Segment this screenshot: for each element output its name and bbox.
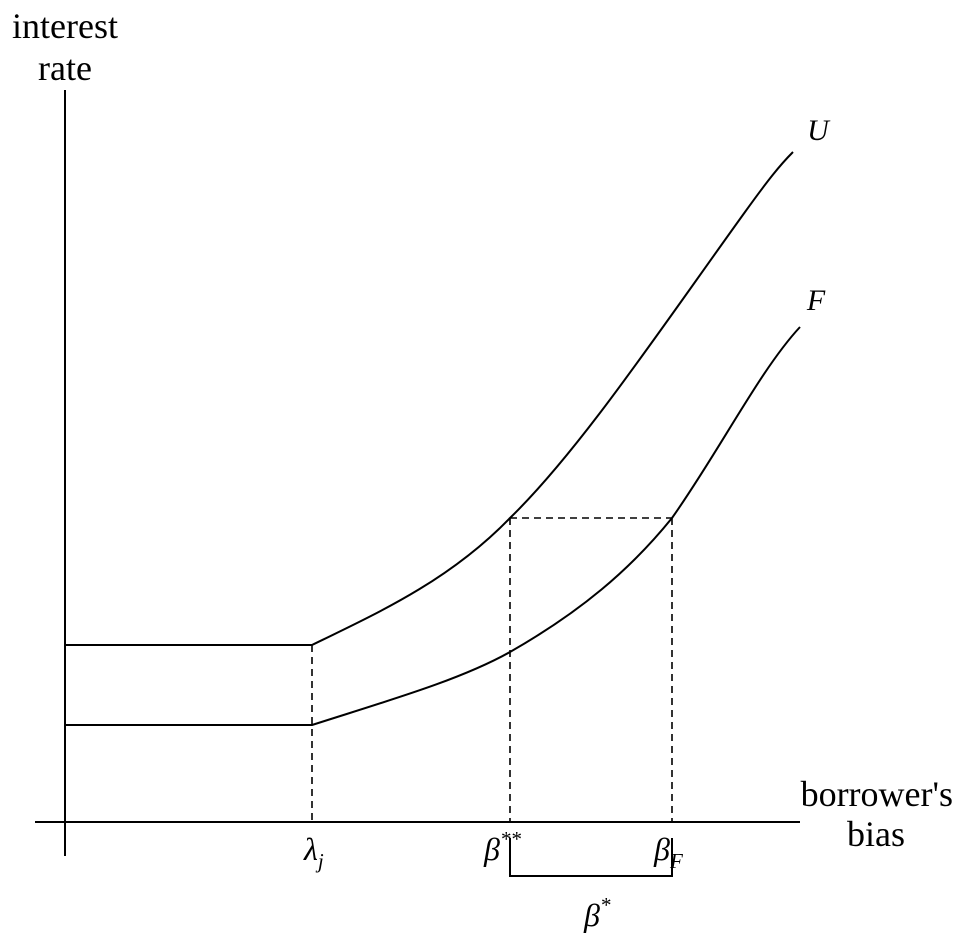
tick-label-lambda-j: λj bbox=[303, 831, 324, 873]
y-axis-title-line2: rate bbox=[38, 48, 92, 88]
guides bbox=[311, 517, 673, 822]
x-axis-title-line1: borrower's bbox=[801, 774, 953, 814]
tick-beta-f-sub: F bbox=[669, 849, 683, 873]
curves bbox=[65, 151, 801, 726]
tick-beta-f-base: β bbox=[653, 831, 670, 867]
curve-f bbox=[65, 326, 801, 726]
curve-label-f: F bbox=[806, 284, 826, 317]
axes bbox=[35, 90, 800, 856]
curve-label-u: U bbox=[807, 114, 831, 147]
beta-star-bracket bbox=[509, 838, 673, 877]
curve-u bbox=[65, 151, 794, 646]
tick-lambda-base: λ bbox=[303, 831, 318, 867]
tick-beta-double-star-sup: ** bbox=[500, 827, 522, 851]
y-axis-title-line1: interest bbox=[12, 6, 118, 46]
x-axis-title-line2: bias bbox=[847, 814, 905, 854]
tick-lambda-sub: j bbox=[315, 849, 324, 873]
tick-beta-star-base: β bbox=[583, 897, 600, 933]
tick-beta-double-star-base: β bbox=[483, 831, 500, 867]
tick-label-beta-star: β* bbox=[583, 893, 611, 933]
tick-label-beta-f: βF bbox=[653, 831, 683, 873]
tick-label-beta-double-star: β** bbox=[483, 827, 521, 867]
tick-beta-star-sup: * bbox=[600, 893, 611, 917]
